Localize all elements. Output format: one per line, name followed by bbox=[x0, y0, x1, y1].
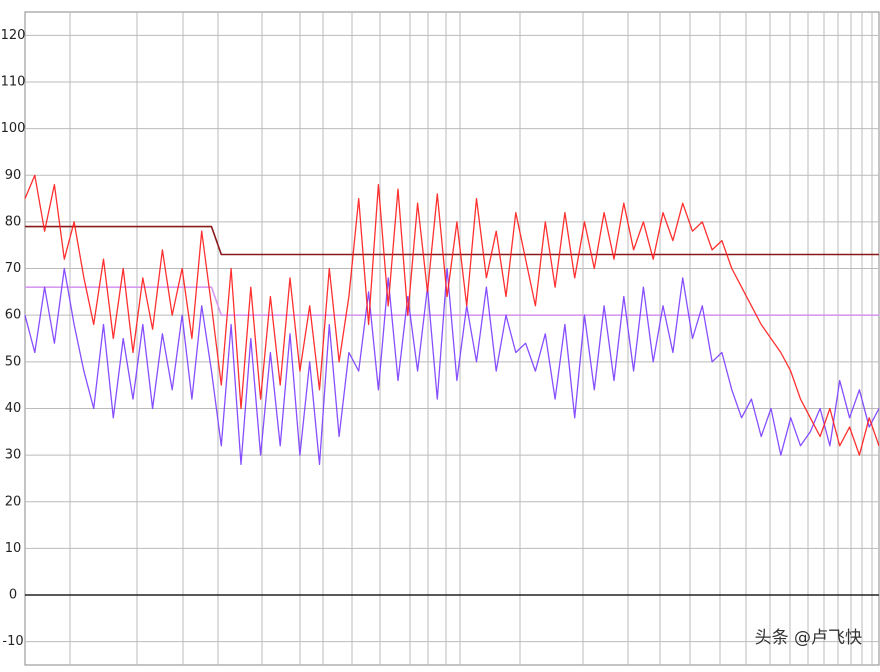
y-tick-label: 60 bbox=[5, 308, 22, 323]
y-tick-label: 50 bbox=[5, 354, 22, 369]
y-tick-label: -10 bbox=[2, 634, 23, 649]
y-tick-label: 110 bbox=[1, 74, 26, 89]
y-tick-label: 100 bbox=[1, 121, 26, 136]
series-line bbox=[24, 267, 880, 466]
y-tick-label: 90 bbox=[5, 168, 22, 183]
plot-area bbox=[24, 11, 880, 666]
y-tick-label: 20 bbox=[5, 494, 22, 509]
series-line bbox=[25, 286, 879, 316]
y-tick-label: 80 bbox=[5, 214, 22, 229]
vertical-grid bbox=[69, 12, 873, 665]
y-tick-label: 120 bbox=[1, 28, 26, 43]
series-line bbox=[24, 174, 880, 456]
watermark: 头条 @卢飞快 bbox=[755, 628, 862, 648]
y-tick-label: 10 bbox=[5, 541, 22, 556]
y-tick-label: 30 bbox=[5, 448, 22, 463]
y-tick-label: 40 bbox=[5, 401, 22, 416]
y-tick-label: 0 bbox=[9, 588, 17, 603]
y-tick-label: 70 bbox=[5, 261, 22, 276]
